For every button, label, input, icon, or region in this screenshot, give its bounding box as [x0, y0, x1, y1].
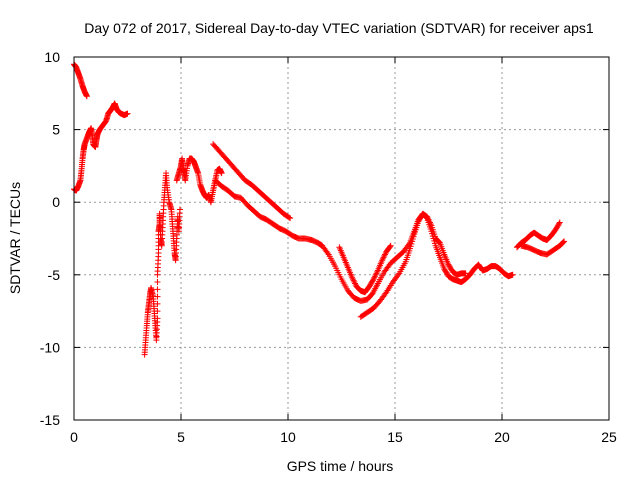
chart-title: Day 072 of 2017, Sidereal Day-to-day VTE…	[84, 20, 594, 36]
data-point	[176, 206, 183, 213]
x-tick-label: 5	[177, 429, 185, 445]
series-arc-1	[71, 61, 90, 100]
series-arc-4	[173, 155, 225, 206]
data-point	[427, 220, 434, 227]
data-point	[154, 308, 161, 315]
y-tick-label: 10	[44, 49, 60, 65]
data-point	[154, 293, 161, 300]
data-point	[426, 219, 433, 226]
axis-ticks: 0 5 10 15 20 25 -15 -10 -5 0 5 10	[40, 49, 617, 445]
y-tick-label: 5	[52, 122, 60, 138]
data-point	[373, 270, 380, 277]
data-point	[559, 239, 566, 246]
y-tick-label: 0	[52, 194, 60, 210]
x-tick-label: 20	[494, 429, 510, 445]
x-tick-label: 25	[601, 429, 617, 445]
data-point	[374, 268, 381, 275]
data-point	[154, 300, 161, 307]
data-point	[287, 215, 294, 222]
series-arc-2	[71, 100, 131, 194]
data-point	[154, 286, 161, 293]
data-point	[387, 243, 394, 250]
data-point	[556, 219, 563, 226]
series-arc-3	[141, 170, 183, 358]
data-point	[382, 251, 389, 258]
data-point	[83, 93, 90, 100]
data-point	[561, 238, 568, 245]
data-point	[379, 257, 386, 264]
data-point	[350, 277, 357, 284]
series-arc-7	[336, 242, 394, 296]
data-point	[124, 110, 131, 117]
x-axis-label: GPS time / hours	[287, 458, 394, 474]
data-point	[351, 279, 358, 286]
y-axis-label: SDTVAR / TECUs	[7, 182, 23, 294]
data-point	[372, 271, 379, 278]
data-point	[382, 290, 389, 297]
data-point	[349, 274, 356, 281]
data-point	[154, 279, 161, 286]
data-point	[218, 170, 225, 177]
data-point	[379, 255, 386, 262]
data-point	[426, 218, 433, 225]
grid	[74, 57, 609, 420]
data-point	[371, 274, 378, 281]
data-point	[387, 242, 394, 249]
data-point	[425, 216, 432, 223]
data-point	[372, 273, 379, 280]
data-point	[370, 276, 377, 283]
data-point	[369, 277, 376, 284]
series-arc-5	[210, 141, 294, 222]
data-point	[556, 220, 563, 227]
data-point	[352, 280, 359, 287]
y-tick-label: -10	[40, 339, 60, 355]
data-point	[462, 270, 469, 277]
data-point	[435, 238, 442, 245]
x-tick-label: 15	[387, 429, 403, 445]
data-point	[424, 215, 431, 222]
data-point	[286, 214, 293, 221]
series-arc-10	[518, 238, 568, 258]
y-tick-label: -15	[40, 412, 60, 428]
data-point	[154, 315, 161, 322]
data-point	[424, 213, 431, 220]
data-point	[380, 254, 387, 261]
series-arc-8	[357, 210, 469, 320]
x-tick-label: 0	[70, 429, 78, 445]
data-point	[436, 239, 443, 246]
data-points	[71, 61, 568, 358]
data-point	[381, 252, 388, 259]
plot-frame	[73, 56, 610, 421]
data-point	[560, 239, 567, 246]
data-point	[349, 276, 356, 283]
y-tick-label: -5	[48, 267, 61, 283]
series-arc-6	[212, 177, 516, 304]
data-point	[324, 250, 331, 257]
data-point	[509, 271, 516, 278]
x-tick-label: 10	[280, 429, 296, 445]
data-point	[395, 271, 402, 278]
data-point	[102, 119, 109, 126]
series-arc-9	[513, 219, 563, 251]
